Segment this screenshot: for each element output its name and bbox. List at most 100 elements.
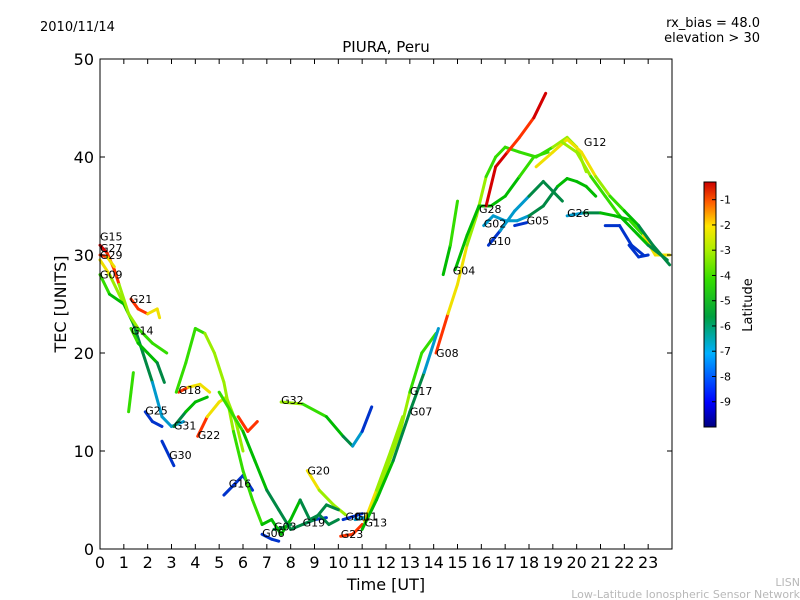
series-segment bbox=[532, 150, 550, 159]
x-tick-label: 14 bbox=[423, 553, 443, 572]
series-segment bbox=[391, 410, 412, 463]
series-segment bbox=[241, 429, 257, 463]
satellite-label-g28: G28 bbox=[479, 203, 502, 216]
x-axis-label: Time [UT] bbox=[346, 575, 425, 594]
series-segment bbox=[374, 459, 395, 502]
series-segment bbox=[146, 351, 159, 365]
series-segment bbox=[246, 420, 259, 433]
x-tick-label: 4 bbox=[190, 553, 200, 572]
series-segment bbox=[129, 297, 140, 311]
satellite-label-g11: G11 bbox=[355, 511, 378, 524]
colorbar-tick-label: -3 bbox=[720, 244, 731, 257]
series-segment bbox=[637, 224, 655, 247]
series-segment bbox=[98, 273, 112, 296]
series-segment bbox=[108, 273, 121, 296]
series-segment bbox=[265, 488, 281, 512]
series-segment bbox=[627, 243, 641, 259]
series-segment bbox=[599, 211, 617, 218]
series-segment bbox=[618, 214, 636, 232]
series-segment bbox=[260, 532, 274, 541]
x-tick-label: 15 bbox=[447, 553, 467, 572]
x-tick-label: 23 bbox=[638, 553, 658, 572]
series-segment bbox=[637, 253, 650, 259]
series-segment bbox=[105, 255, 116, 269]
series-segment bbox=[503, 145, 521, 154]
satellite-label-g12: G12 bbox=[584, 136, 607, 149]
y-tick-label: 30 bbox=[74, 246, 94, 265]
x-tick-label: 1 bbox=[119, 553, 129, 572]
x-tick-label: 7 bbox=[262, 553, 272, 572]
series-segment bbox=[422, 327, 440, 375]
series-segment bbox=[484, 165, 498, 208]
x-tick-label: 10 bbox=[328, 553, 348, 572]
series-segment bbox=[301, 402, 328, 419]
satellite-label-g32: G32 bbox=[281, 394, 304, 407]
series-segment bbox=[193, 395, 209, 404]
credit-long: Low-Latitude Ionospheric Sensor Network bbox=[571, 588, 800, 600]
series-segment bbox=[446, 282, 459, 316]
series-segment bbox=[317, 513, 331, 526]
series-unlabeled-39 bbox=[627, 243, 650, 259]
series-g06 bbox=[260, 532, 281, 543]
series-segment bbox=[172, 410, 188, 428]
series-segment bbox=[277, 508, 293, 531]
series-segment bbox=[260, 518, 274, 526]
satellite-label-g03: G03 bbox=[274, 520, 297, 533]
series-segment bbox=[198, 382, 212, 394]
series-unlabeled-38 bbox=[603, 224, 645, 257]
series-segment bbox=[241, 469, 255, 502]
x-tick-label: 13 bbox=[400, 553, 420, 572]
x-tick-label: 12 bbox=[376, 553, 396, 572]
series-segment bbox=[541, 180, 564, 203]
series-segment bbox=[408, 351, 424, 394]
satellite-label-g04: G04 bbox=[453, 265, 476, 278]
satellite-label-g31: G31 bbox=[174, 419, 197, 432]
x-tick-label: 22 bbox=[614, 553, 634, 572]
series-segment bbox=[360, 405, 374, 433]
series-segment bbox=[513, 194, 531, 213]
series-g25 bbox=[143, 410, 164, 428]
series-g31 bbox=[172, 395, 209, 428]
series-unlabeled-32 bbox=[117, 282, 169, 355]
series-g13 bbox=[363, 415, 405, 524]
series-segment bbox=[117, 282, 131, 316]
series-segment bbox=[150, 420, 164, 428]
series-g05 bbox=[513, 221, 529, 228]
series-segment bbox=[627, 218, 645, 237]
series-segment bbox=[217, 390, 233, 414]
series-segment bbox=[229, 410, 245, 433]
series-segment bbox=[136, 307, 150, 316]
series-segment bbox=[494, 145, 507, 159]
series-segment bbox=[108, 292, 126, 306]
series-segment bbox=[374, 449, 393, 492]
series-segment bbox=[160, 415, 173, 428]
series-segment bbox=[341, 434, 355, 448]
satellite-label-g21: G21 bbox=[130, 293, 153, 306]
series-segment bbox=[420, 331, 438, 355]
satellite-label-g25: G25 bbox=[145, 405, 168, 418]
series-segment bbox=[234, 420, 245, 453]
x-tick-label: 8 bbox=[286, 553, 296, 572]
series-unlabeled-31 bbox=[484, 91, 548, 208]
x-tick-label: 9 bbox=[309, 553, 319, 572]
x-tick-label: 21 bbox=[590, 553, 610, 572]
colorbar-ticks: -1 -2 -3 -4 -5 -6 -7 -8 -9 bbox=[712, 194, 731, 409]
satellite-label-g17: G17 bbox=[410, 385, 433, 398]
series-segment bbox=[565, 177, 579, 183]
series-segment bbox=[532, 91, 548, 120]
x-axis: 0 1 2 3 4 5 6 7 8 9 10 11 12 13 14 15 16 17 18 19 20 21 22 23 bbox=[95, 59, 658, 572]
series-segment bbox=[127, 390, 133, 414]
x-tick-label: 0 bbox=[95, 553, 105, 572]
series-segment bbox=[465, 214, 479, 247]
series-segment bbox=[150, 341, 169, 355]
series-segment bbox=[253, 459, 269, 492]
satellite-label-g14: G14 bbox=[131, 324, 154, 337]
series-unlabeled-34 bbox=[217, 390, 340, 531]
series-segment bbox=[231, 429, 245, 473]
series-segment bbox=[98, 243, 109, 255]
satellite-label-g22: G22 bbox=[198, 429, 221, 442]
colorbar-label: Latitude bbox=[741, 278, 756, 332]
series-layer bbox=[98, 91, 672, 543]
satellite-label-g05: G05 bbox=[527, 215, 550, 228]
